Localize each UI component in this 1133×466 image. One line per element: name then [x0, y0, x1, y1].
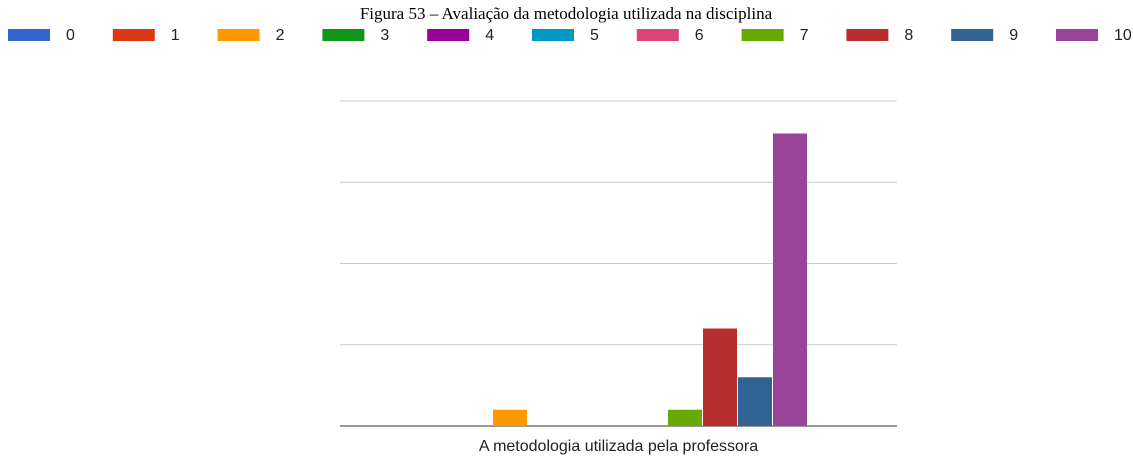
legend-label: 10	[1114, 27, 1132, 44]
legend-label: 5	[590, 27, 599, 44]
legend-label: 4	[485, 27, 494, 44]
legend-swatch	[741, 29, 784, 41]
legend-label: 2	[276, 27, 285, 44]
chart-title: Figura 53 – Avaliação da metodologia uti…	[360, 4, 773, 23]
legend-swatch	[636, 29, 679, 41]
legend-swatch	[322, 29, 365, 41]
legend-label: 0	[66, 27, 75, 44]
legend-label: 6	[695, 27, 704, 44]
bar	[668, 409, 702, 426]
legend-label: 8	[904, 27, 913, 44]
legend-swatch	[846, 29, 889, 41]
legend-swatch	[8, 29, 50, 41]
legend-swatch	[217, 29, 260, 41]
legend-swatch	[532, 29, 574, 41]
bar	[773, 133, 807, 426]
legend-swatch	[427, 29, 470, 41]
legend-label: 3	[380, 27, 389, 44]
bar	[493, 409, 527, 426]
legend-swatch	[112, 29, 155, 41]
bar	[703, 328, 737, 426]
bar	[738, 377, 772, 426]
legend-label: 7	[800, 27, 809, 44]
legend-swatch	[1056, 29, 1098, 41]
x-tick-label: A metodologia utilizada pela professora	[479, 438, 758, 455]
legend-label: 9	[1009, 27, 1018, 44]
legend-swatch	[951, 29, 994, 41]
legend-label: 1	[171, 27, 180, 44]
